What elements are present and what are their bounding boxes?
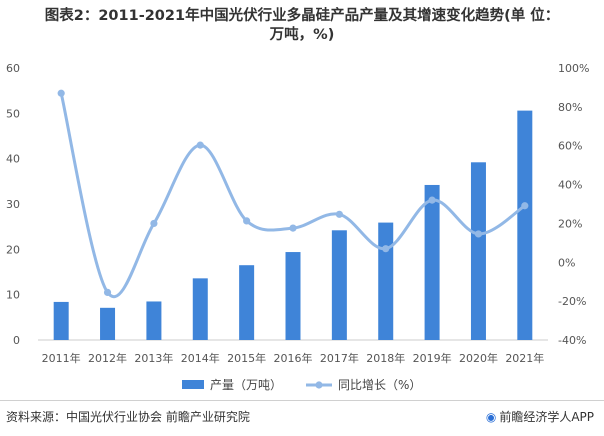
y-right-tick-label: 60% <box>558 140 582 153</box>
growth-point <box>335 210 343 218</box>
growth-point <box>289 224 297 232</box>
y-left-tick-label: 40 <box>6 153 20 166</box>
growth-point <box>57 89 65 97</box>
x-tick-label: 2014年 <box>181 351 220 365</box>
y-right-tick-label: 80% <box>558 101 582 114</box>
footer: 资料来源：中国光伏行业协会 前瞻产业研究院 ◉ 前瞻经济学人APP <box>0 400 604 436</box>
y-right-tick-label: 40% <box>558 179 582 192</box>
y-left-tick-label: 0 <box>13 334 20 347</box>
y-right-tick-label: 0% <box>558 256 575 269</box>
growth-point <box>382 245 390 253</box>
x-tick-label: 2018年 <box>366 351 405 365</box>
bar <box>146 301 162 340</box>
bar <box>100 307 116 340</box>
y-right-tick-label: 20% <box>558 217 582 230</box>
bar <box>285 252 301 340</box>
x-tick-label: 2020年 <box>459 351 498 365</box>
y-right-tick-label: 100% <box>558 62 589 75</box>
legend-label-line: 同比增长（%） <box>338 378 421 392</box>
growth-point <box>474 230 483 238</box>
growth-point <box>521 202 529 210</box>
y-left-tick-label: 30 <box>6 198 20 211</box>
y-left-tick-label: 20 <box>6 243 20 256</box>
chart-plot: 0 10 20 30 40 50 60 -40% -20% 0% 20% 40% 60% 80% 100% 2… <box>6 62 589 392</box>
chart-title-line2: 万吨，%) <box>269 27 335 43</box>
x-tick-label: 2021年 <box>505 351 544 365</box>
chart-title: 图表2：2011-2021年中国光伏行业多晶硅产品产量及其增速变化趋势(单 位：… <box>14 7 590 45</box>
legend-swatch-point <box>315 381 323 389</box>
bar <box>192 278 208 340</box>
growth-point <box>428 196 436 204</box>
x-tick-label: 2016年 <box>274 351 313 365</box>
growth-point <box>196 141 204 149</box>
source-note: 资料来源：中国光伏行业协会 前瞻产业研究院 <box>6 410 250 424</box>
bar <box>378 222 394 340</box>
bar <box>424 184 440 340</box>
bar <box>53 301 69 340</box>
x-tick-label: 2013年 <box>134 351 173 365</box>
y-left-tick-label: 60 <box>6 62 20 75</box>
growth-point <box>150 219 158 228</box>
x-tick-label: 2011年 <box>42 351 81 365</box>
growth-point <box>243 217 251 225</box>
legend-label-bar: 产量（万吨） <box>210 378 282 392</box>
y-right-tick-label: -40% <box>558 334 586 347</box>
logo-icon: ◉ <box>485 410 497 424</box>
bar <box>517 110 533 340</box>
x-tick-label: 2019年 <box>413 351 452 365</box>
brand-label: 前瞻经济学人APP <box>499 410 594 424</box>
y-left-tick-label: 10 <box>6 289 20 302</box>
y-right-tick-label: -20% <box>558 295 586 308</box>
legend-swatch-bar <box>182 380 204 389</box>
x-tick-label: 2015年 <box>227 351 266 365</box>
bar <box>239 265 255 340</box>
bar <box>470 162 486 340</box>
growth-point <box>103 288 112 296</box>
x-tick-label: 2012年 <box>88 351 127 365</box>
y-left-tick-label: 50 <box>6 107 20 120</box>
chart-title-line1: 图表2：2011-2021年中国光伏行业多晶硅产品产量及其增速变化趋势(单 位： <box>44 8 560 24</box>
bar <box>331 230 347 340</box>
x-tick-label: 2017年 <box>320 351 359 365</box>
brand: ◉ 前瞻经济学人APP <box>486 408 594 425</box>
